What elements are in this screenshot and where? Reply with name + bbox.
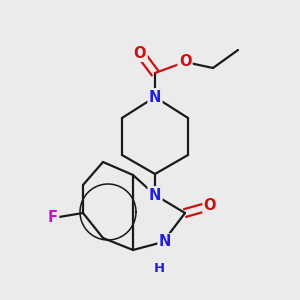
Text: N: N [149,188,161,202]
Text: N: N [159,235,171,250]
Text: H: H [153,262,165,275]
Text: O: O [179,55,191,70]
Text: O: O [204,199,216,214]
Text: N: N [149,89,161,104]
Text: F: F [48,211,58,226]
Text: O: O [134,46,146,61]
